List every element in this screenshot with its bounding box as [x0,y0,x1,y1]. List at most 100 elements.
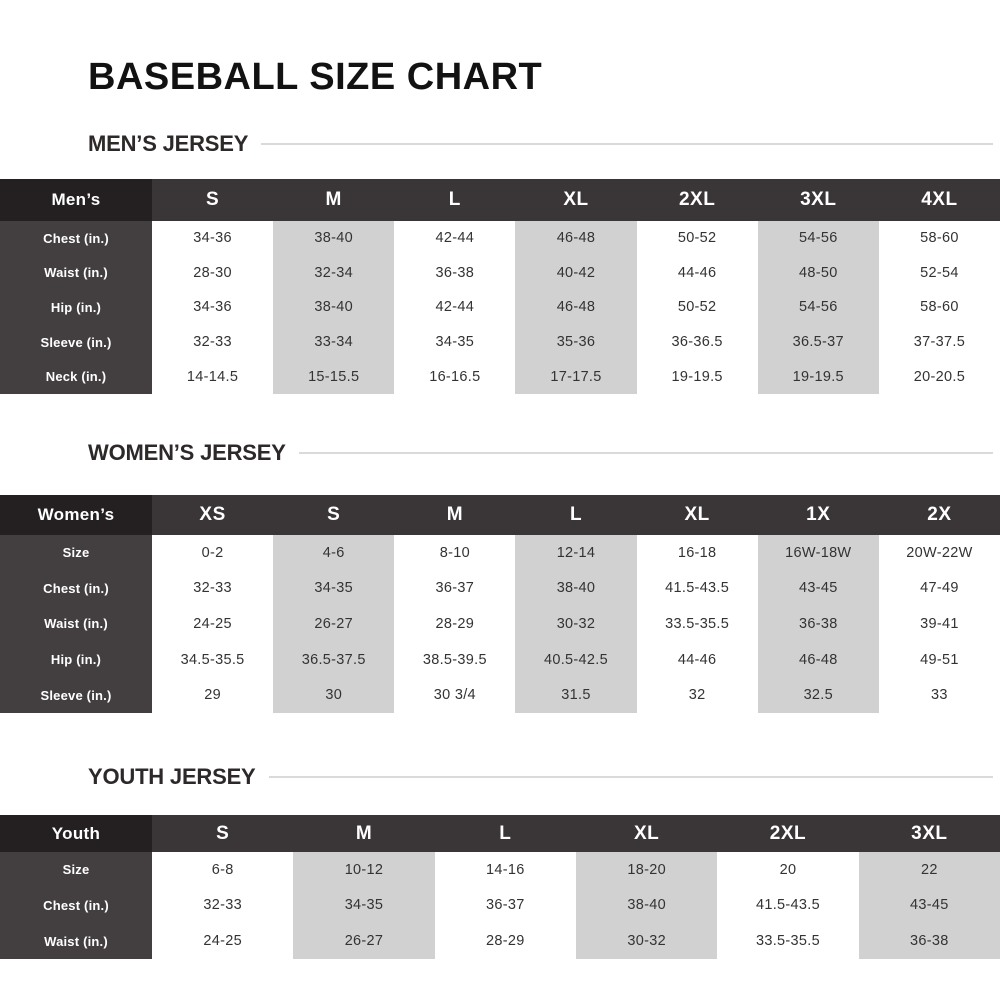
size-value-cell: 38-40 [273,290,395,325]
size-value-cell: 44-46 [636,255,758,291]
measurement-row: Size 6-8 10-12 14-16 18-20 20 22 [0,852,1000,888]
size-value-cell: 29 [152,677,274,713]
size-column-header: L [394,179,516,221]
size-value-cell: 50-52 [636,290,758,325]
size-value-cell: 41.5-43.5 [717,887,859,924]
size-value-cell: 46-48 [757,641,879,678]
size-value-cell: 41.5-43.5 [636,570,758,607]
size-value-cell: 52-54 [878,255,1000,291]
table-corner-cell: Women’s [0,495,152,535]
size-column-header: 2XL [717,815,859,852]
mens-jersey-table: Men’s S M L XL 2XL 3XL 4XL Chest (in.) 34-36 38-40… [0,179,1000,394]
size-value-cell: 32-33 [152,887,294,924]
heading-rule [268,776,993,778]
size-value-cell: 24-25 [152,923,294,959]
size-value-cell: 47-49 [878,570,1000,607]
section-womens-jersey: WOMEN’S JERSEY Women’s XS S M L XL 1X 2X Size 0-2 4… [0,440,1000,713]
size-value-cell: 0-2 [152,535,274,571]
size-value-cell: 12-14 [515,535,637,571]
heading-rule [261,143,993,145]
row-label-cell: Chest (in.) [0,570,152,607]
size-value-cell: 38-40 [515,570,637,607]
size-value-cell: 28-30 [152,255,274,291]
size-value-cell: 39-41 [878,606,1000,642]
measurement-row: Size 0-2 4-6 8-10 12-14 16-18 16W-18W 20W-22W [0,535,1000,571]
size-value-cell: 18-20 [575,852,718,888]
size-value-cell: 30-32 [515,606,637,642]
measurement-row: Waist (in.) 28-30 32-34 36-38 40-42 44-46 48-5… [0,255,1000,291]
size-value-cell: 36-38 [394,255,516,291]
size-value-cell: 32 [636,677,758,713]
size-value-cell: 38.5-39.5 [394,641,516,678]
size-value-cell: 54-56 [757,221,879,256]
size-value-cell: 19-19.5 [636,359,758,394]
size-column-header: 4XL [878,179,1000,221]
size-value-cell: 58-60 [878,290,1000,325]
size-column-header: M [394,495,516,535]
size-value-cell: 50-52 [636,221,758,256]
size-value-cell: 38-40 [273,221,395,256]
size-value-cell: 20W-22W [878,535,1000,571]
size-value-cell: 49-51 [878,641,1000,678]
size-value-cell: 36.5-37 [757,324,879,360]
row-label-cell: Hip (in.) [0,290,152,325]
size-value-cell: 32.5 [757,677,879,713]
size-column-header: XL [515,179,637,221]
section-mens-jersey: MEN’S JERSEY Men’s S M L XL 2XL 3XL 4XL Chest (in… [0,131,1000,394]
size-column-header: XL [636,495,758,535]
size-value-cell: 36.5-37.5 [273,641,395,678]
size-value-cell: 32-33 [152,570,274,607]
measurement-row: Neck (in.) 14-14.5 15-15.5 16-16.5 17-17.5 19… [0,359,1000,394]
size-value-cell: 15-15.5 [273,359,395,394]
row-label-cell: Size [0,852,152,888]
size-value-cell: 6-8 [152,852,294,888]
size-value-cell: 33.5-35.5 [717,923,859,959]
measurement-row: Waist (in.) 24-25 26-27 28-29 30-32 33.5-35.5… [0,923,1000,959]
row-label-cell: Chest (in.) [0,887,152,924]
size-column-header: 3XL [858,815,1000,852]
size-column-header: L [515,495,637,535]
size-value-cell: 37-37.5 [878,324,1000,360]
section-youth-jersey: YOUTH JERSEY Youth S M L XL 2XL 3XL Size 6-8 10-12… [0,764,1000,959]
size-value-cell: 26-27 [293,923,435,959]
size-column-header: M [273,179,395,221]
size-column-header: 3XL [757,179,879,221]
size-value-cell: 16-16.5 [394,359,516,394]
size-value-cell: 16-18 [636,535,758,571]
size-value-cell: 34-36 [152,221,274,256]
size-value-cell: 16W-18W [757,535,879,571]
row-label-cell: Sleeve (in.) [0,324,152,360]
size-value-cell: 36-37 [394,570,516,607]
size-column-header: M [293,815,435,852]
row-label-cell: Size [0,535,152,571]
size-value-cell: 36-38 [757,606,879,642]
size-value-cell: 8-10 [394,535,516,571]
size-header-row: Men’s S M L XL 2XL 3XL 4XL [0,179,1000,221]
size-value-cell: 17-17.5 [515,359,637,394]
measurement-row: Chest (in.) 32-33 34-35 36-37 38-40 41.5-43.5… [0,570,1000,607]
size-value-cell: 48-50 [757,255,879,291]
size-column-header: S [273,495,395,535]
size-value-cell: 20-20.5 [878,359,1000,394]
row-label-cell: Sleeve (in.) [0,677,152,713]
size-value-cell: 34-35 [394,324,516,360]
size-value-cell: 26-27 [273,606,395,642]
measurement-row: Hip (in.) 34.5-35.5 36.5-37.5 38.5-39.5 40.5… [0,641,1000,678]
size-value-cell: 19-19.5 [757,359,879,394]
size-header-row: Women’s XS S M L XL 1X 2X [0,495,1000,535]
row-label-cell: Waist (in.) [0,606,152,642]
measurement-row: Sleeve (in.) 29 30 30 3/4 31.5 32 32.5 33 [0,677,1000,713]
measurement-row: Hip (in.) 34-36 38-40 42-44 46-48 50-52 54-56 5… [0,290,1000,325]
section-heading: MEN’S JERSEY [88,131,249,156]
page-title: BASEBALL SIZE CHART [88,56,543,98]
measurement-row: Chest (in.) 34-36 38-40 42-44 46-48 50-52 54-5… [0,221,1000,256]
size-value-cell: 33.5-35.5 [636,606,758,642]
youth-jersey-table: Youth S M L XL 2XL 3XL Size 6-8 10-12 14-16 18-20 20… [0,815,1000,959]
table-corner-cell: Youth [0,815,152,852]
size-value-cell: 36-36.5 [636,324,758,360]
size-value-cell: 54-56 [757,290,879,325]
size-value-cell: 14-16 [434,852,576,888]
size-value-cell: 34.5-35.5 [152,641,274,678]
size-value-cell: 40-42 [515,255,637,291]
